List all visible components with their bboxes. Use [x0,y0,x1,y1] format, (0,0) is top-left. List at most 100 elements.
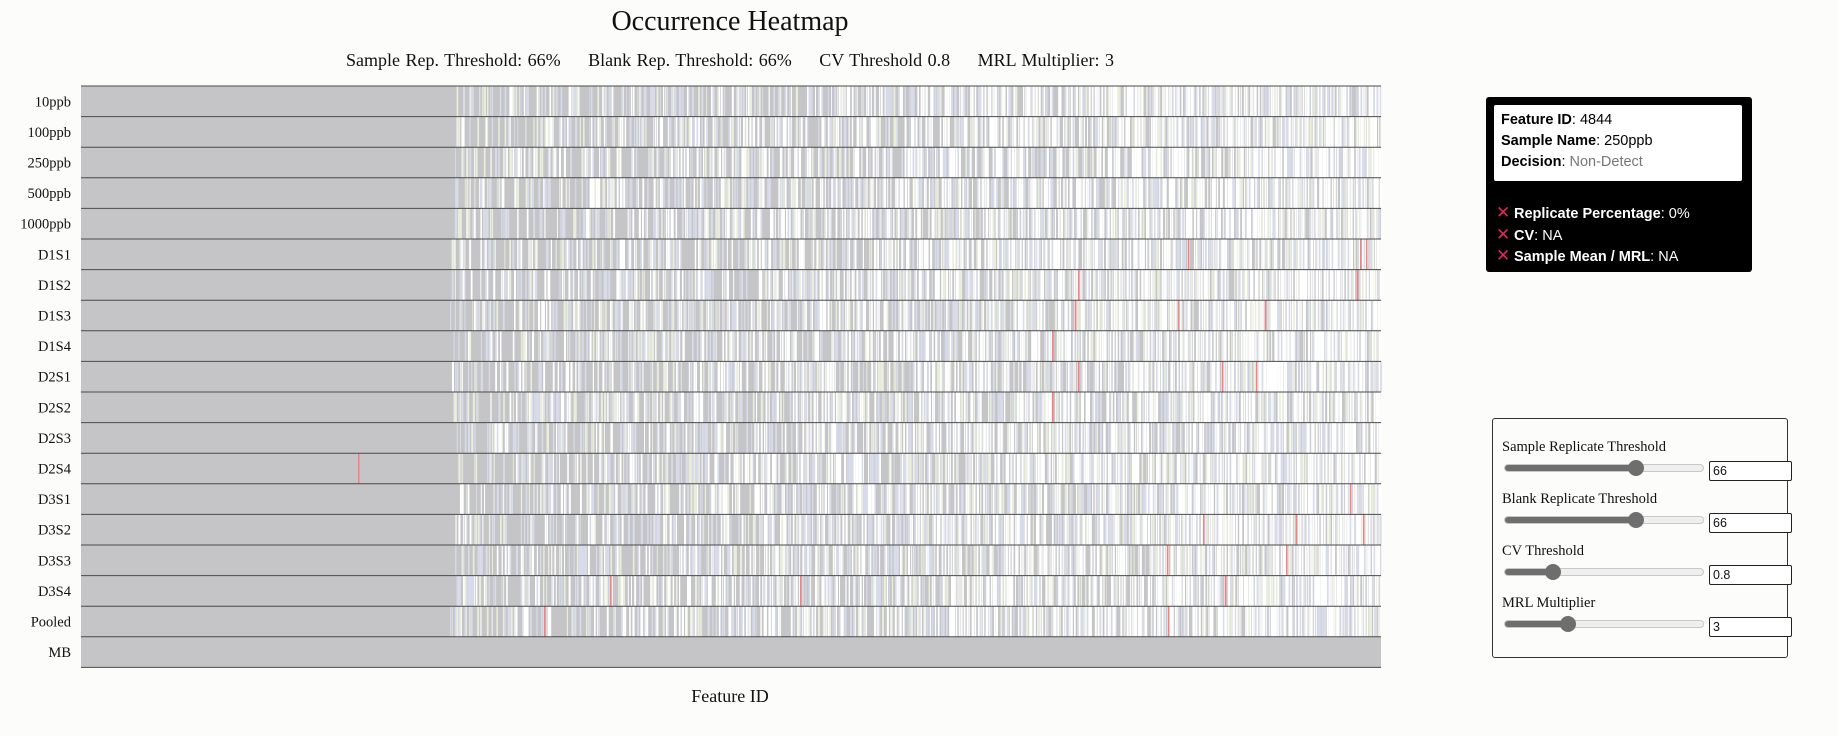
heatmap-cell[interactable] [635,269,638,301]
heatmap-cell[interactable] [882,361,884,392]
heatmap-cell[interactable] [483,147,486,178]
heatmap-cell[interactable] [1128,116,1130,148]
heatmap-cell[interactable] [840,208,842,239]
heatmap-cell[interactable] [888,116,890,148]
heatmap-cell[interactable] [1230,239,1232,270]
heatmap-cell[interactable] [1122,116,1125,148]
heatmap-cell[interactable] [832,116,834,148]
heatmap-cell[interactable] [1090,177,1092,209]
heatmap-cell[interactable] [842,86,844,117]
heatmap-cell[interactable] [1050,147,1052,178]
heatmap-cell[interactable] [653,177,656,209]
heatmap-cell[interactable] [525,116,527,148]
heatmap-cell[interactable] [1264,269,1266,301]
heatmap-cell[interactable] [1347,239,1350,270]
heatmap-cell[interactable] [959,177,961,209]
heatmap-cell[interactable] [1348,177,1350,209]
heatmap-cell[interactable] [827,208,829,239]
heatmap-cell[interactable] [656,86,659,117]
heatmap-cell[interactable] [1306,422,1309,454]
heatmap-cell[interactable] [1240,330,1243,362]
heatmap-cell[interactable] [1304,208,1306,239]
heatmap-cell[interactable] [1312,392,1314,423]
heatmap-cell[interactable] [1285,330,1287,362]
heatmap-cell[interactable] [480,239,482,270]
heatmap-cell[interactable] [1054,208,1057,239]
heatmap-cell[interactable] [1141,269,1144,301]
heatmap-cell[interactable] [1219,86,1221,117]
heatmap-cell[interactable] [640,330,643,362]
heatmap-cell[interactable] [1127,86,1129,117]
heatmap-cell[interactable] [835,116,838,148]
heatmap-cell[interactable] [485,330,488,362]
heatmap-cell[interactable] [621,177,623,209]
heatmap-cell[interactable] [546,330,549,362]
heatmap-cell[interactable] [1079,116,1081,148]
heatmap-cell[interactable] [751,422,753,454]
heatmap-cell[interactable] [1261,269,1262,301]
heatmap-cell[interactable] [1336,330,1338,362]
heatmap-cell[interactable] [698,269,700,301]
heatmap-cell[interactable] [1341,147,1343,178]
heatmap-cell[interactable] [1348,361,1349,392]
heatmap-cell[interactable] [1165,177,1167,209]
heatmap-cell[interactable] [1245,239,1248,270]
heatmap-cell[interactable] [1239,86,1240,117]
heatmap-cell[interactable] [775,361,777,392]
heatmap-cell[interactable] [1192,330,1195,362]
heatmap-cell[interactable] [965,147,968,178]
heatmap-cell[interactable] [1064,147,1066,178]
heatmap-cell[interactable] [1143,147,1145,178]
heatmap-cell[interactable] [632,208,635,239]
heatmap-cell[interactable] [1098,86,1100,117]
heatmap-cell[interactable] [1197,361,1200,392]
heatmap-cell[interactable] [1295,392,1297,423]
heatmap-cell[interactable] [1144,422,1147,454]
heatmap-cell[interactable] [627,208,629,239]
heatmap-cell[interactable] [927,147,929,178]
heatmap-cell[interactable] [581,330,584,362]
heatmap-cell[interactable] [525,330,527,362]
heatmap-cell[interactable] [1069,269,1071,301]
heatmap-cell[interactable] [1371,239,1374,270]
heatmap-cell[interactable] [935,86,937,117]
heatmap-cell[interactable] [1080,300,1082,331]
heatmap-cell[interactable] [933,86,935,117]
heatmap-cell[interactable] [1007,361,1010,392]
heatmap-cell[interactable] [580,361,582,392]
heatmap-cell[interactable] [1213,300,1216,331]
heatmap-cell[interactable] [1280,392,1283,423]
heatmap-cell[interactable] [1083,86,1085,117]
heatmap-cell[interactable] [1226,208,1228,239]
heatmap-cell[interactable] [784,147,786,178]
heatmap-cell[interactable] [1114,86,1117,117]
heatmap-cell[interactable] [1288,116,1291,148]
heatmap-cell[interactable] [1232,361,1234,392]
heatmap-cell[interactable] [1064,422,1067,454]
heatmap-cell[interactable] [1349,422,1352,454]
heatmap-cell[interactable] [1126,269,1129,301]
heatmap-cell[interactable] [1116,361,1118,392]
heatmap-cell[interactable] [927,361,929,392]
heatmap-cell[interactable] [1349,239,1351,270]
heatmap-cell[interactable] [520,330,522,362]
heatmap-cell[interactable] [885,269,887,301]
heatmap-cell[interactable] [1196,422,1198,454]
heatmap-cell[interactable] [831,116,832,148]
heatmap-cell[interactable] [1013,116,1016,148]
heatmap-cell[interactable] [944,86,947,117]
heatmap-cell[interactable] [869,147,871,178]
heatmap-cell[interactable] [1293,330,1295,362]
heatmap-cell[interactable] [456,86,459,117]
heatmap-cell[interactable] [896,330,898,362]
heatmap-cell[interactable] [560,177,563,209]
heatmap-cell[interactable] [1328,177,1331,209]
heatmap-cell[interactable] [1284,177,1286,209]
heatmap-cell[interactable] [458,453,461,484]
heatmap-cell[interactable] [759,116,760,148]
heatmap-cell[interactable] [938,86,940,117]
heatmap-cell[interactable] [464,269,466,301]
heatmap-cell[interactable] [864,330,867,362]
heatmap-cell[interactable] [1212,361,1214,392]
heatmap-cell[interactable] [1024,269,1027,301]
